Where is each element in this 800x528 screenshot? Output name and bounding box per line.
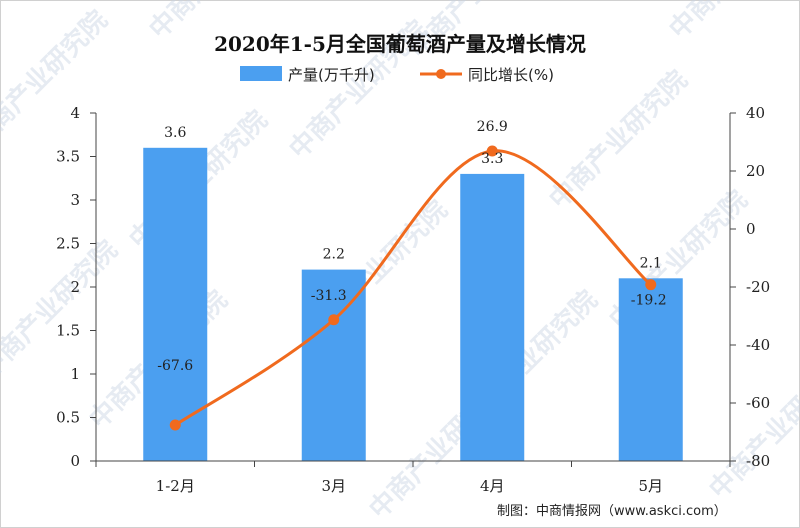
data-labels: 3.6 2.2 3.3 2.1 -67.6 -31.3 26.9 -19.2: [157, 119, 666, 374]
legend-line-marker: [436, 69, 446, 79]
bar-series: [143, 147, 683, 462]
growth-value-label: -19.2: [631, 293, 667, 309]
watermark-text: 中商产业研究院: [0, 4, 114, 155]
growth-point: [486, 145, 498, 157]
legend-bar-label: 产量(万千升): [288, 66, 375, 84]
bar-value-label: 2.2: [323, 247, 345, 263]
growth-point: [645, 279, 657, 291]
watermark-text: 中商产业研究院: [703, 354, 800, 505]
watermark-text: 中商产业研究院: [663, 0, 800, 45]
x-tick-label: 5月: [638, 477, 663, 495]
y-left-tick-label: 4: [70, 104, 80, 122]
y-right-tick-label: 20: [746, 162, 765, 180]
y-left-tick-label: 2: [70, 278, 80, 296]
chart-title: 2020年1-5月全国葡萄酒产量及增长情况: [214, 32, 586, 56]
bar-value-label: 3.6: [164, 125, 186, 141]
y-right-tick-label: -80: [746, 452, 770, 470]
x-tick-label: 4月: [480, 477, 505, 495]
legend-bar-swatch: [240, 66, 282, 81]
y-left-tick-label: 0.5: [56, 409, 80, 427]
x-tick-label: 3月: [321, 477, 346, 495]
bar-value-label: 2.1: [640, 255, 662, 271]
legend-line-label: 同比增长(%): [468, 66, 554, 84]
growth-value-label: -67.6: [157, 358, 193, 374]
bar-value-label: 3.3: [481, 151, 503, 167]
axes: 0 0.5 1 1.5 2 2.5 3 3.5 4 -80 -60 -40 -20 0 20 40 1-2月 3月…: [56, 104, 770, 495]
bar: [143, 147, 208, 462]
y-left-tick-label: 1: [70, 365, 80, 383]
bar: [460, 173, 525, 461]
legend: 产量(万千升) 同比增长(%): [240, 66, 554, 84]
y-left-tick-label: 1.5: [56, 322, 80, 340]
y-right-tick-label: 40: [746, 104, 765, 122]
growth-value-label: -31.3: [311, 288, 347, 304]
growth-line: [174, 149, 652, 427]
y-left-tick-label: 2.5: [56, 235, 80, 253]
bar: [301, 269, 366, 461]
watermark-text: 中商产业研究院: [0, 234, 124, 385]
x-tick-label: 1-2月: [156, 477, 195, 495]
bar: [618, 278, 683, 461]
line-series: [169, 145, 657, 431]
source-credit: 制图：中商情报网（www.askci.com）: [497, 504, 727, 519]
y-right-tick-label: -40: [746, 336, 770, 354]
y-left-tick-label: 3.5: [56, 148, 80, 166]
growth-value-label: 26.9: [477, 119, 508, 135]
y-right-tick-label: -20: [746, 278, 770, 296]
growth-point: [328, 314, 340, 326]
growth-point: [169, 419, 181, 431]
y-right-tick-label: 0: [746, 220, 756, 238]
y-right-tick-label: -60: [746, 394, 770, 412]
y-left-tick-label: 3: [70, 191, 80, 209]
y-left-tick-label: 0: [70, 452, 80, 470]
